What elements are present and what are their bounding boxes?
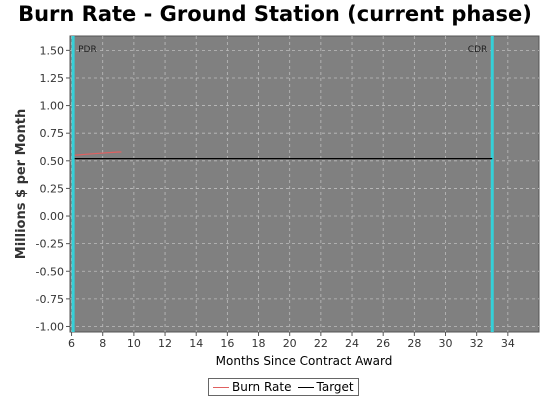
legend-item: Target [297, 380, 354, 394]
plot-area [69, 35, 540, 333]
y-tick-label: 0.00 [40, 210, 65, 223]
y-tick-label: 1.25 [40, 72, 65, 85]
x-tick-label: 16 [220, 337, 234, 350]
legend-swatch [297, 386, 314, 388]
y-tick-label: 0.50 [40, 155, 65, 168]
series-lines [74, 151, 493, 160]
x-tick-label: 28 [407, 337, 421, 350]
phase-marker-label: CDR [468, 45, 487, 55]
x-tick-label: 14 [189, 337, 203, 350]
x-tick-label: 20 [283, 337, 297, 350]
x-tick-label: 32 [470, 337, 484, 350]
x-tick-label: 6 [68, 337, 75, 350]
y-tick-label: 1.50 [40, 44, 65, 57]
x-tick-label: 22 [314, 337, 328, 350]
x-tick-label: 26 [376, 337, 390, 350]
y-tick-label: 0.75 [40, 127, 65, 140]
y-tick-label: -0.25 [36, 238, 64, 251]
legend-swatch [213, 386, 229, 388]
chart-title: Burn Rate - Ground Station (current phas… [18, 2, 532, 26]
y-tick-label: 0.25 [40, 182, 65, 195]
x-tick-label: 34 [501, 337, 515, 350]
y-tick-label: -0.50 [36, 265, 64, 278]
x-tick-label: 18 [252, 337, 266, 350]
axis-ticks: 6 8 10 12 14 16 18 20 22 24 26 28 30 32 34 -1.00 -0.75 -0… [36, 44, 515, 350]
legend-item: Burn Rate [213, 380, 292, 394]
x-tick-label: 10 [127, 337, 141, 350]
y-axis-label: Millions $ per Month [14, 109, 29, 259]
phase-markers: PDR CDR [71, 36, 494, 332]
x-tick-label: 12 [158, 337, 172, 350]
legend-label: Burn Rate [232, 380, 292, 394]
y-tick-label: -0.75 [36, 293, 64, 306]
phase-marker-label: PDR [78, 45, 97, 55]
x-axis-label: Months Since Contract Award [216, 354, 393, 368]
chart-legend: Burn Rate Target [208, 378, 359, 396]
series-line-burn-rate [74, 151, 122, 156]
y-tick-label: 1.00 [40, 100, 65, 113]
x-tick-label: 30 [439, 337, 453, 350]
x-tick-label: 24 [345, 337, 359, 350]
grid-lines [70, 36, 539, 332]
y-tick-label: -1.00 [36, 320, 64, 333]
legend-label: Target [316, 380, 354, 394]
x-tick-label: 8 [99, 337, 106, 350]
